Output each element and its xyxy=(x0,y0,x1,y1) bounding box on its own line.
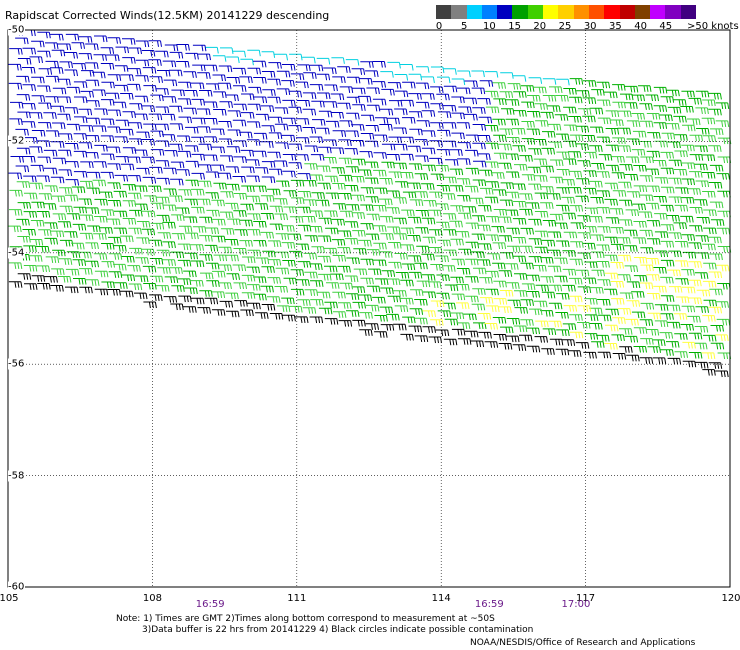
latitude-tick-label: -54 xyxy=(8,247,26,259)
wind-speed-legend: 0 5 10 15 20 25 30 35 40 45 >50 knots xyxy=(435,5,739,33)
latitude-tick-label: -60 xyxy=(8,581,26,593)
legend-swatch xyxy=(481,5,498,19)
latitude-tick-label: -52 xyxy=(8,135,26,147)
credit-line: NOAA/NESDIS/Office of Research and Appli… xyxy=(470,638,696,648)
legend-swatch xyxy=(573,5,589,19)
latitude-tick-label: -58 xyxy=(8,470,26,482)
legend-label: 25 xyxy=(558,21,572,32)
legend-label: 20 xyxy=(533,21,547,32)
legend-label: 15 xyxy=(508,21,521,32)
legend-label: 10 xyxy=(483,21,496,32)
legend-label: 30 xyxy=(583,21,597,32)
legend-swatch xyxy=(634,5,651,19)
legend-swatch xyxy=(451,5,467,19)
longitude-tick-label: 111 xyxy=(287,593,307,604)
longitude-tick-label: 120 xyxy=(721,593,740,604)
wind-barb-group-lightgreen xyxy=(8,82,732,360)
latitude-tick-label: -50 xyxy=(8,24,26,36)
longitude-tick-label: 117 xyxy=(576,593,596,604)
legend-color-bar xyxy=(436,5,697,19)
time-label: 17:00 xyxy=(561,599,591,610)
latitude-tick-label: -56 xyxy=(8,358,26,370)
map-title: Rapidscat Corrected Winds(12.5KM) 201412… xyxy=(5,9,330,22)
legend-swatch xyxy=(588,5,605,19)
legend-swatch xyxy=(604,5,620,19)
legend-swatch xyxy=(512,5,528,19)
wind-barb-group-blue xyxy=(8,29,494,186)
longitude-tick-label: 108 xyxy=(142,593,162,604)
legend-label: 35 xyxy=(609,21,622,32)
legend-label: 40 xyxy=(634,21,647,32)
legend-swatch xyxy=(680,5,697,19)
legend-swatch xyxy=(543,5,559,19)
time-label: 16:59 xyxy=(474,599,504,610)
legend-swatch xyxy=(619,5,635,19)
legend-swatch xyxy=(466,5,482,19)
map-frame xyxy=(7,29,731,588)
note-line-1: Note: 1) Times are GMT 2)Times along bot… xyxy=(116,614,495,624)
legend-label: 5 xyxy=(461,21,468,32)
wind-barb-group-light xyxy=(205,46,570,86)
wind-barbs xyxy=(8,29,732,378)
legend-swatch xyxy=(650,5,666,19)
legend-swatch xyxy=(527,5,544,19)
longitude-tick-label: 114 xyxy=(431,593,451,604)
wind-barb-group-yellow xyxy=(422,254,730,359)
legend-swatch xyxy=(665,5,681,19)
wind-barb-group-green xyxy=(9,78,731,359)
legend-swatch xyxy=(558,5,574,19)
legend-label: 45 xyxy=(659,21,673,32)
longitude-tick-label: 105 xyxy=(0,593,19,604)
legend-label: >50 knots xyxy=(687,21,739,32)
notes: Note: 1) Times are GMT 2)Times along bot… xyxy=(116,614,533,636)
wind-barb-group-black xyxy=(8,273,729,378)
legend-swatch xyxy=(436,5,452,19)
time-label: 16:59 xyxy=(195,599,225,610)
legend-swatch xyxy=(497,5,513,19)
note-line-2: 3)Data buffer is 22 hrs from 20141229 4)… xyxy=(142,625,534,635)
legend-label: 0 xyxy=(435,21,443,32)
